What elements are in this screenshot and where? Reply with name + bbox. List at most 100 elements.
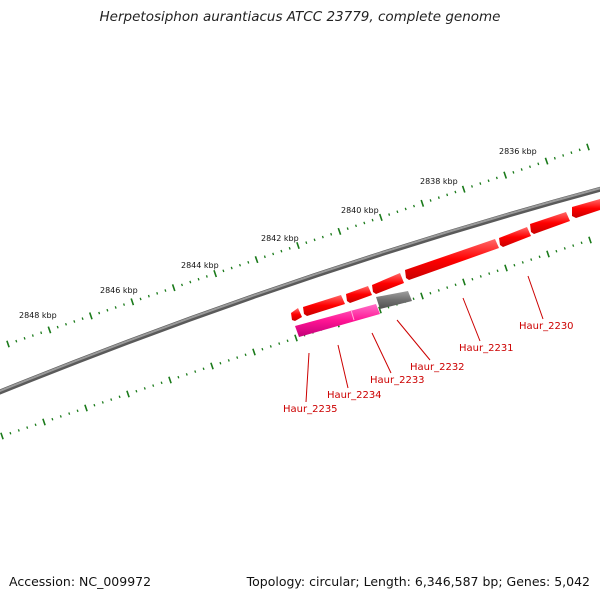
map-title: Herpetosiphon aurantiacus ATCC 23779, co…	[99, 9, 501, 25]
minor-tick	[471, 277, 474, 281]
major-tick	[42, 418, 46, 426]
major-tick	[171, 284, 176, 292]
minor-tick	[412, 297, 415, 301]
minor-tick	[15, 339, 18, 343]
minor-tick	[313, 238, 316, 242]
major-tick	[294, 334, 298, 342]
minor-tick	[354, 224, 358, 228]
minor-tick	[446, 286, 449, 289]
gene-labels: Haur_2230 Haur_2231 Haur_2232 Haur_2233 …	[283, 321, 574, 415]
major-tick	[252, 348, 256, 356]
minor-tick	[197, 277, 200, 281]
gene-feature-haur-2232-upper[interactable]	[499, 227, 531, 247]
minor-tick	[122, 303, 126, 306]
major-tick	[503, 171, 508, 179]
feature-divider	[350, 309, 355, 321]
scale-label: 2844 kbp	[181, 261, 219, 270]
gene-feature-haur-2231[interactable]	[530, 212, 570, 234]
minor-tick	[470, 185, 474, 188]
scale-label: 2840 kbp	[341, 206, 379, 215]
major-tick	[213, 270, 218, 278]
minor-tick	[286, 339, 289, 343]
minor-tick	[261, 347, 264, 351]
minor-tick	[263, 255, 266, 259]
other-feature-bar[interactable]	[376, 291, 412, 309]
minor-tick	[488, 272, 491, 275]
minor-tick	[31, 334, 34, 337]
major-tick	[254, 256, 259, 264]
minor-tick	[194, 370, 197, 373]
major-tick	[586, 143, 590, 151]
major-tick	[210, 362, 214, 370]
minor-tick	[9, 431, 12, 435]
scale-label: 2838 kbp	[420, 177, 458, 186]
minor-tick	[487, 179, 490, 183]
major-tick	[6, 340, 10, 348]
genome-summary-text: Topology: circular; Length: 6,346,587 bp…	[246, 574, 590, 589]
minor-tick	[538, 255, 541, 259]
minor-tick	[454, 283, 457, 287]
gene-feature-haur-2234[interactable]	[346, 286, 372, 303]
minor-tick	[147, 294, 150, 298]
reverse-strand-features	[295, 291, 412, 337]
rna-feature-bar[interactable]	[295, 304, 380, 337]
minor-tick	[572, 244, 575, 247]
minor-tick	[93, 403, 96, 407]
minor-tick	[247, 260, 250, 264]
gene-feature-haur-2235[interactable]	[303, 295, 345, 316]
gene-feature-haur-2233[interactable]	[372, 273, 404, 294]
major-tick	[168, 376, 172, 384]
major-tick	[504, 264, 508, 272]
major-tick	[544, 157, 549, 165]
minor-tick	[363, 221, 366, 225]
major-tick	[337, 227, 342, 235]
label-leader-lines	[305, 275, 544, 403]
minor-tick	[321, 235, 324, 239]
gene-label[interactable]: Haur_2231	[459, 343, 514, 354]
minor-tick	[530, 258, 533, 261]
gene-label[interactable]: Haur_2235	[283, 404, 338, 415]
major-tick	[88, 312, 93, 320]
minor-tick	[553, 156, 556, 160]
minor-tick	[51, 417, 54, 421]
minor-tick	[520, 168, 523, 171]
minor-tick	[17, 429, 20, 432]
minor-tick	[34, 423, 37, 427]
minor-tick	[40, 331, 43, 335]
minor-tick	[135, 389, 138, 393]
scale-label: 2848 kbp	[19, 311, 57, 320]
minor-tick	[156, 292, 159, 295]
gene-feature-haur-2230[interactable]	[572, 199, 600, 218]
minor-tick	[479, 275, 482, 278]
minor-tick	[437, 289, 440, 292]
minor-tick	[236, 356, 239, 359]
major-tick	[378, 213, 383, 221]
gene-label[interactable]: Haur_2233	[370, 375, 425, 386]
major-tick	[378, 306, 382, 314]
minor-tick	[578, 148, 581, 152]
gene-label[interactable]: Haur_2232	[410, 362, 465, 373]
minor-tick	[404, 207, 407, 211]
major-tick	[0, 432, 4, 440]
minor-tick	[244, 353, 247, 357]
minor-tick	[562, 154, 565, 157]
gene-feature-small[interactable]	[291, 308, 302, 321]
minor-tick	[139, 297, 142, 301]
minor-tick	[73, 320, 76, 323]
gene-label[interactable]: Haur_2234	[327, 390, 382, 401]
minor-tick	[23, 336, 26, 340]
minor-tick	[164, 289, 167, 292]
major-tick	[546, 250, 550, 258]
gene-label[interactable]: Haur_2230	[519, 321, 574, 332]
minor-tick	[537, 162, 540, 166]
minor-tick	[118, 395, 121, 399]
major-tick	[462, 278, 466, 286]
gene-feature-haur-2232[interactable]	[405, 239, 499, 280]
major-tick	[420, 292, 424, 300]
minor-tick	[81, 317, 84, 321]
minor-tick	[238, 263, 242, 267]
minor-tick	[371, 218, 374, 222]
minor-tick	[305, 241, 308, 245]
minor-tick	[330, 232, 333, 236]
